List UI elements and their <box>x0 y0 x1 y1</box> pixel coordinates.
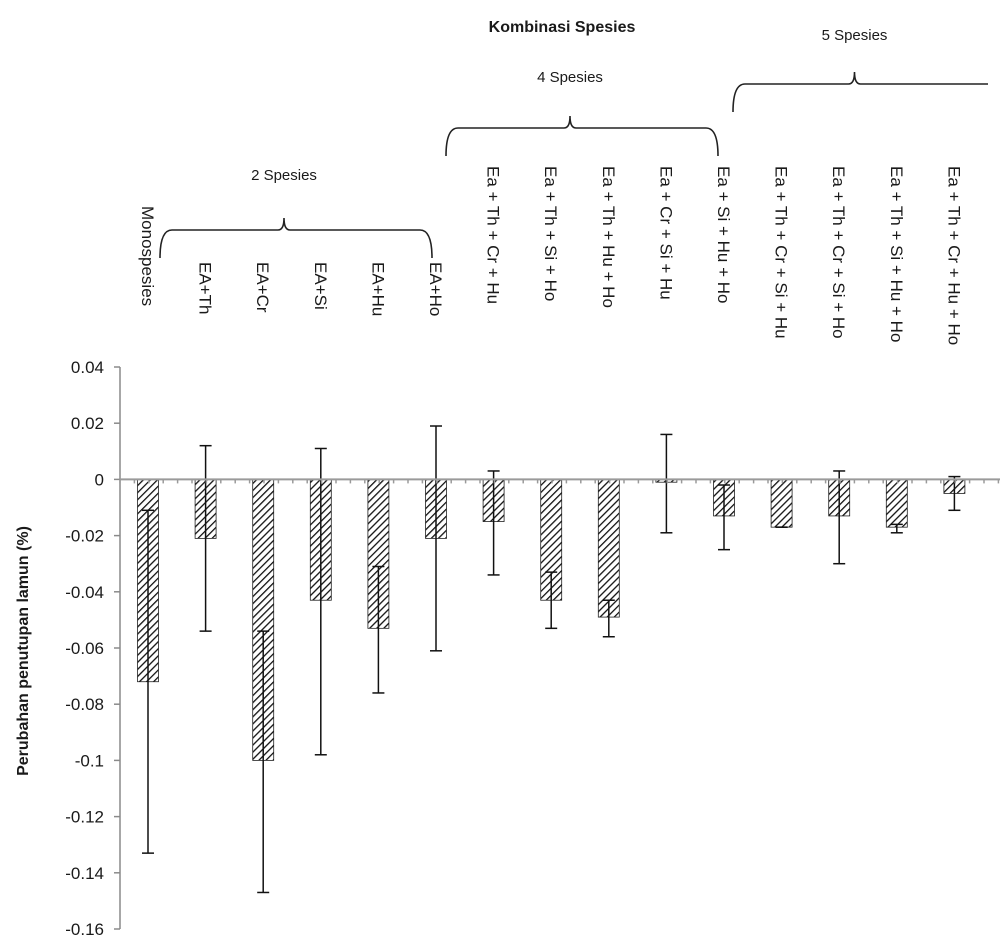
group-label: 2 Spesies <box>251 167 317 184</box>
category-labels: Monospesies EA+Th EA+Cr EA+Si EA+Hu EA+Ho Ea +… <box>138 166 1000 345</box>
y-tick-label: -0.08 <box>65 695 104 714</box>
y-tick-label: -0.1 <box>75 751 104 770</box>
category-label: EA+Cr <box>253 262 272 313</box>
y-tick-label: -0.04 <box>65 583 104 602</box>
y-tick-label: 0.04 <box>71 358 104 377</box>
category-label: Monospesies <box>138 206 157 306</box>
category-label: EA+Hu <box>368 262 387 316</box>
category-label: Ea + Th + Cr + Si + Hu <box>772 166 791 339</box>
category-label: Ea + Th + Cr + Si + Ho <box>829 166 848 339</box>
y-tick-label: -0.16 <box>65 920 104 939</box>
y-tick-label: -0.12 <box>65 808 104 827</box>
category-label: EA+Ho <box>426 262 445 316</box>
y-tick-label: 0 <box>95 470 104 489</box>
group-braces: 2 Spesies 4 Spesies 5 Spesies <box>160 27 988 258</box>
category-label: EA+Si <box>311 262 330 310</box>
group-label: 5 Spesies <box>822 27 888 44</box>
category-label: Ea + Th + Hu + Ho <box>599 166 618 308</box>
group-brace <box>160 218 432 258</box>
y-axis-label: Perubahan penutupan lamun (%) <box>15 526 32 776</box>
category-label: Ea + Th + Si + Ho <box>541 166 560 301</box>
y-axis: 0.04 0.02 0 -0.02 -0.04 -0.06 -0.08 -0.1 -0.12 -0… <box>65 358 120 939</box>
category-label: EA+Th <box>196 262 215 314</box>
bars <box>138 479 1000 760</box>
group-label: 4 Spesies <box>537 69 603 86</box>
category-label: Ea + Th + Cr + Hu <box>484 166 503 304</box>
y-tick-label: -0.06 <box>65 639 104 658</box>
bar <box>598 479 619 617</box>
group-brace <box>446 116 718 156</box>
category-label: Ea + Th + Cr + Hu + Ho <box>944 166 963 345</box>
bar <box>771 479 792 527</box>
bar <box>886 479 907 527</box>
group-brace <box>733 72 988 112</box>
y-tick-label: -0.14 <box>65 864 104 883</box>
y-tick-label: 0.02 <box>71 414 104 433</box>
y-tick-label: -0.02 <box>65 527 104 546</box>
category-label: Ea + Si + Hu + Ho <box>714 166 733 304</box>
category-label: Ea + Th + Si + Hu + Ho <box>887 166 906 342</box>
chart-title: Kombinasi Spesies <box>489 19 636 36</box>
category-label: Ea + Cr + Si + Hu <box>656 166 675 300</box>
